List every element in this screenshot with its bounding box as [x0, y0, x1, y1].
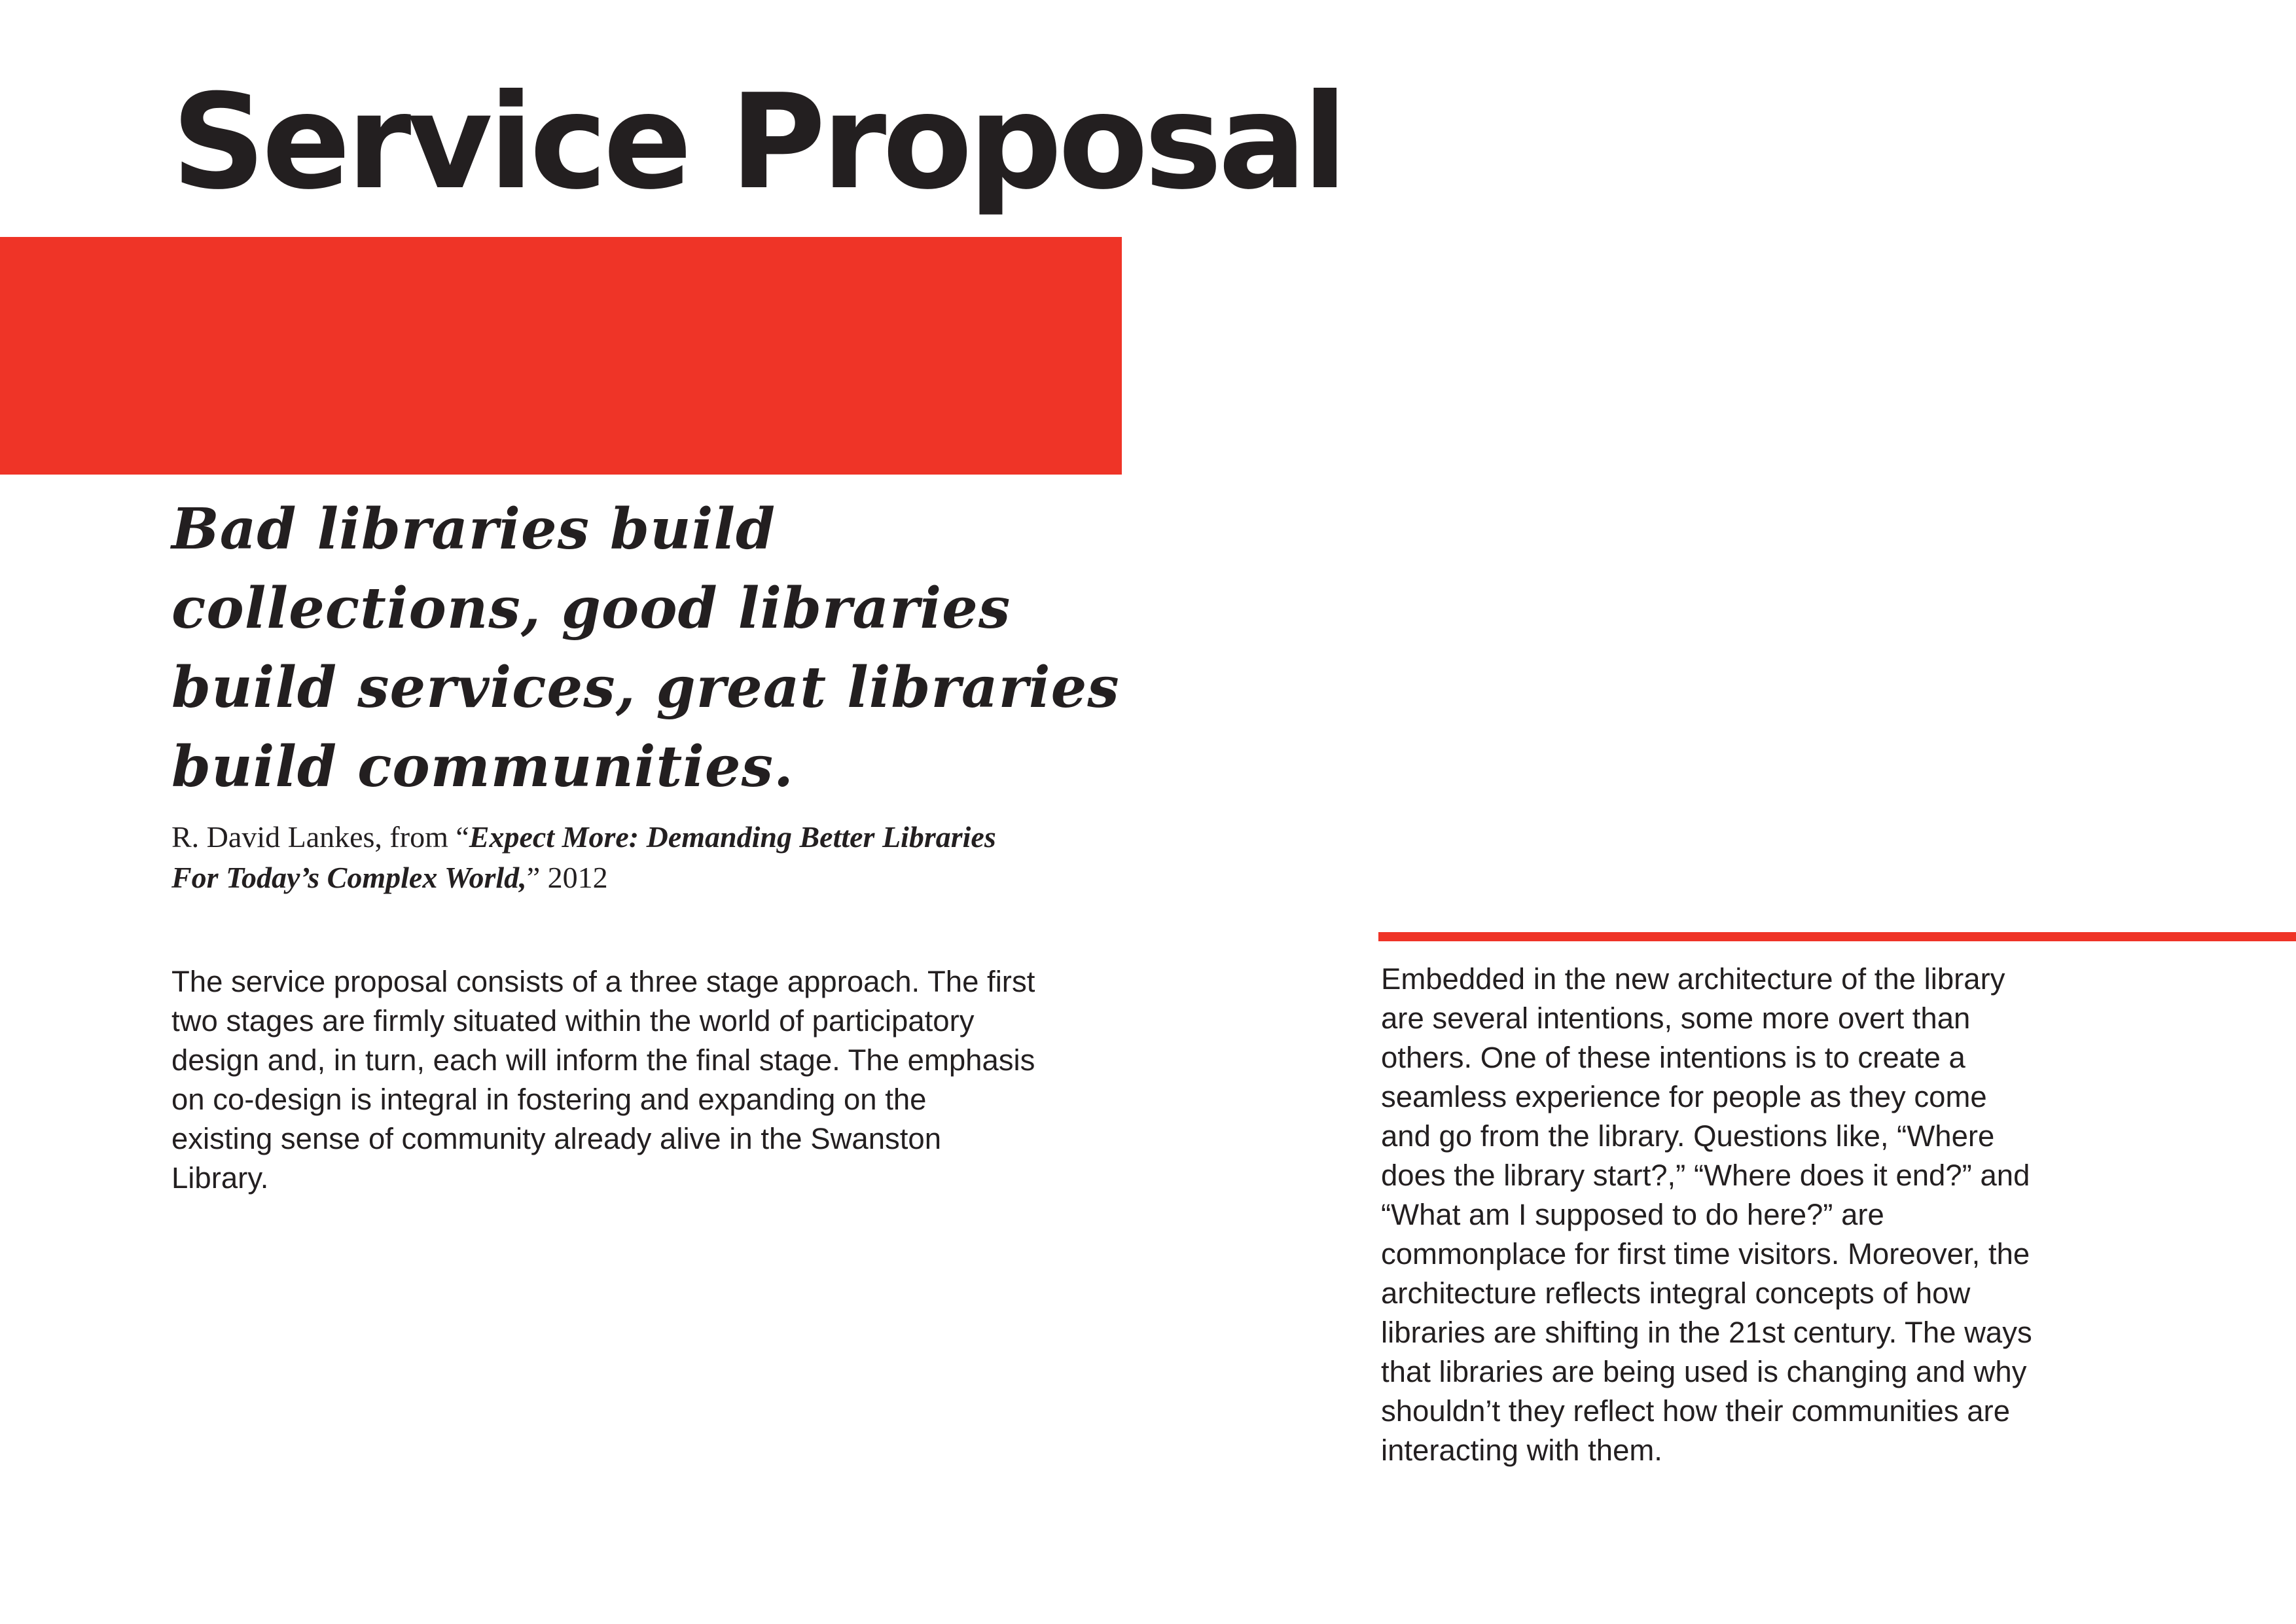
attribution-year: ” 2012	[527, 861, 608, 894]
quote-attribution: R. David Lankes, from “Expect More: Dema…	[171, 817, 1022, 898]
attribution-author: R. David Lankes, from “	[171, 820, 469, 854]
architecture-paragraph: Embedded in the new architecture of the …	[1381, 960, 2042, 1470]
page-title: Service Proposal	[171, 77, 1344, 208]
red-banner-block	[0, 237, 1122, 475]
pull-quote: Bad libraries build collections, good li…	[171, 490, 1140, 806]
red-divider-rule	[1378, 932, 2296, 941]
intro-paragraph: The service proposal consists of a three…	[171, 962, 1035, 1198]
